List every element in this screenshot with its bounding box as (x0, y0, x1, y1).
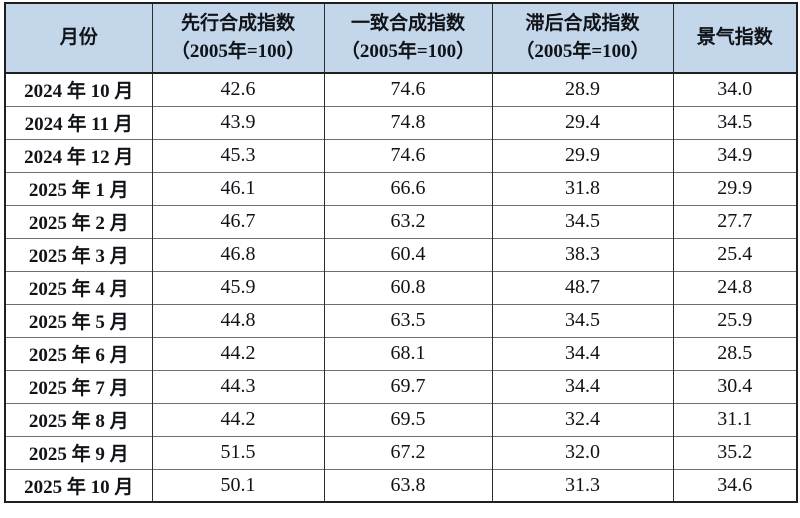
value-cell: 28.5 (672, 336, 797, 370)
value-cell: 25.4 (672, 237, 797, 271)
table-row: 2025 年 1 月 46.1 66.6 31.8 29.9 (5, 171, 797, 205)
value-cell: 51.5 (151, 435, 324, 469)
value-cell: 30.4 (672, 369, 797, 403)
month-cell: 2025 年 8 月 (5, 402, 152, 436)
month-cell: 2025 年 10 月 (5, 468, 152, 502)
table-row: 2025 年 6 月 44.2 68.1 34.4 28.5 (5, 336, 797, 370)
header-cell-coincident-index: 一致合成指数 （2005年=100） (323, 3, 492, 74)
value-cell: 63.8 (323, 468, 492, 502)
header-cell-leading-index: 先行合成指数 （2005年=100） (151, 3, 324, 74)
month-cell: 2025 年 2 月 (5, 204, 152, 238)
header-label: 一致合成指数 (350, 13, 465, 35)
value-cell: 46.1 (151, 171, 324, 205)
header-label: 景气指数 (696, 27, 773, 49)
value-cell: 74.8 (323, 105, 492, 139)
value-cell: 44.3 (151, 369, 324, 403)
value-cell: 45.3 (151, 138, 324, 172)
value-cell: 34.0 (672, 73, 797, 106)
month-cell: 2025 年 5 月 (5, 303, 152, 337)
header-sublabel: （2005年=100） (340, 41, 476, 62)
table-row: 2025 年 5 月 44.8 63.5 34.5 25.9 (5, 303, 797, 337)
value-cell: 34.9 (672, 138, 797, 172)
value-cell: 68.1 (323, 336, 492, 370)
value-cell: 74.6 (323, 73, 492, 106)
table-row: 2024 年 11 月 43.9 74.8 29.4 34.5 (5, 105, 797, 139)
table-row: 2025 年 3 月 46.8 60.4 38.3 25.4 (5, 237, 797, 271)
value-cell: 74.6 (323, 138, 492, 172)
value-cell: 31.1 (672, 402, 797, 436)
header-cell-lagging-index: 滞后合成指数 （2005年=100） (491, 3, 673, 74)
value-cell: 34.5 (672, 105, 797, 139)
header-row: 月份 先行合成指数 （2005年=100） 一致合成指数 （2005年=100）… (5, 3, 797, 74)
value-cell: 29.9 (491, 138, 673, 172)
value-cell: 31.3 (491, 468, 673, 502)
value-cell: 38.3 (491, 237, 673, 271)
month-cell: 2024 年 11 月 (5, 105, 152, 139)
month-cell: 2025 年 9 月 (5, 435, 152, 469)
value-cell: 44.8 (151, 303, 324, 337)
header-sublabel: （2005年=100） (515, 41, 650, 62)
table-row: 2025 年 2 月 46.7 63.2 34.5 27.7 (5, 204, 797, 238)
value-cell: 32.4 (491, 402, 673, 436)
value-cell: 27.7 (672, 204, 797, 238)
value-cell: 29.4 (491, 105, 673, 139)
value-cell: 67.2 (323, 435, 492, 469)
value-cell: 44.2 (151, 336, 324, 370)
table-row: 2025 年 7 月 44.3 69.7 34.4 30.4 (5, 369, 797, 403)
value-cell: 35.2 (672, 435, 797, 469)
month-cell: 2025 年 1 月 (5, 171, 152, 205)
table-row: 2024 年 10 月 42.6 74.6 28.9 34.0 (5, 73, 797, 106)
table-row: 2025 年 4 月 45.9 60.8 48.7 24.8 (5, 270, 797, 304)
value-cell: 46.7 (151, 204, 324, 238)
value-cell: 25.9 (672, 303, 797, 337)
value-cell: 46.8 (151, 237, 324, 271)
month-cell: 2025 年 6 月 (5, 336, 152, 370)
value-cell: 28.9 (491, 73, 673, 106)
header-label: 月份 (59, 27, 98, 49)
value-cell: 63.2 (323, 204, 492, 238)
value-cell: 24.8 (672, 270, 797, 304)
table-row: 2025 年 8 月 44.2 69.5 32.4 31.1 (5, 402, 797, 436)
value-cell: 34.5 (491, 303, 673, 337)
value-cell: 34.4 (491, 336, 673, 370)
table-header: 月份 先行合成指数 （2005年=100） 一致合成指数 （2005年=100）… (5, 3, 797, 74)
month-cell: 2024 年 10 月 (24, 81, 134, 103)
index-table: 月份 先行合成指数 （2005年=100） 一致合成指数 （2005年=100）… (4, 2, 798, 503)
value-cell: 34.4 (491, 369, 673, 403)
table-row: 2025 年 10 月 50.1 63.8 31.3 34.6 (5, 468, 797, 502)
value-cell: 60.8 (323, 270, 492, 304)
table-body: 2024 年 10 月 42.6 74.6 28.9 34.0 2024 年 11 月 43… (5, 73, 797, 502)
value-cell: 44.2 (151, 402, 324, 436)
month-cell: 2024 年 12 月 (5, 138, 152, 172)
header-label: 滞后合成指数 (525, 13, 640, 35)
value-cell: 34.6 (672, 468, 797, 502)
value-cell: 50.1 (151, 468, 324, 502)
header-sublabel: （2005年=100） (170, 41, 306, 62)
index-table-container: 月份 先行合成指数 （2005年=100） 一致合成指数 （2005年=100）… (4, 2, 798, 503)
value-cell: 29.9 (672, 171, 797, 205)
value-cell: 43.9 (151, 105, 324, 139)
header-cell-prosperity-index: 景气指数 (672, 3, 797, 74)
header-label: 先行合成指数 (180, 13, 295, 35)
value-cell: 69.5 (323, 402, 492, 436)
value-cell: 31.8 (491, 171, 673, 205)
header-cell-month: 月份 (5, 3, 152, 74)
value-cell: 69.7 (323, 369, 492, 403)
value-cell: 32.0 (491, 435, 673, 469)
value-cell: 42.6 (151, 73, 324, 106)
table-row: 2024 年 12 月 45.3 74.6 29.9 34.9 (5, 138, 797, 172)
month-cell: 2025 年 7 月 (5, 369, 152, 403)
table-row: 2025 年 9 月 51.5 67.2 32.0 35.2 (5, 435, 797, 469)
month-cell: 2025 年 4 月 (5, 270, 152, 304)
month-cell: 2025 年 3 月 (5, 237, 152, 271)
value-cell: 66.6 (323, 171, 492, 205)
value-cell: 45.9 (151, 270, 324, 304)
value-cell: 63.5 (323, 303, 492, 337)
value-cell: 48.7 (491, 270, 673, 304)
value-cell: 60.4 (323, 237, 492, 271)
value-cell: 34.5 (491, 204, 673, 238)
